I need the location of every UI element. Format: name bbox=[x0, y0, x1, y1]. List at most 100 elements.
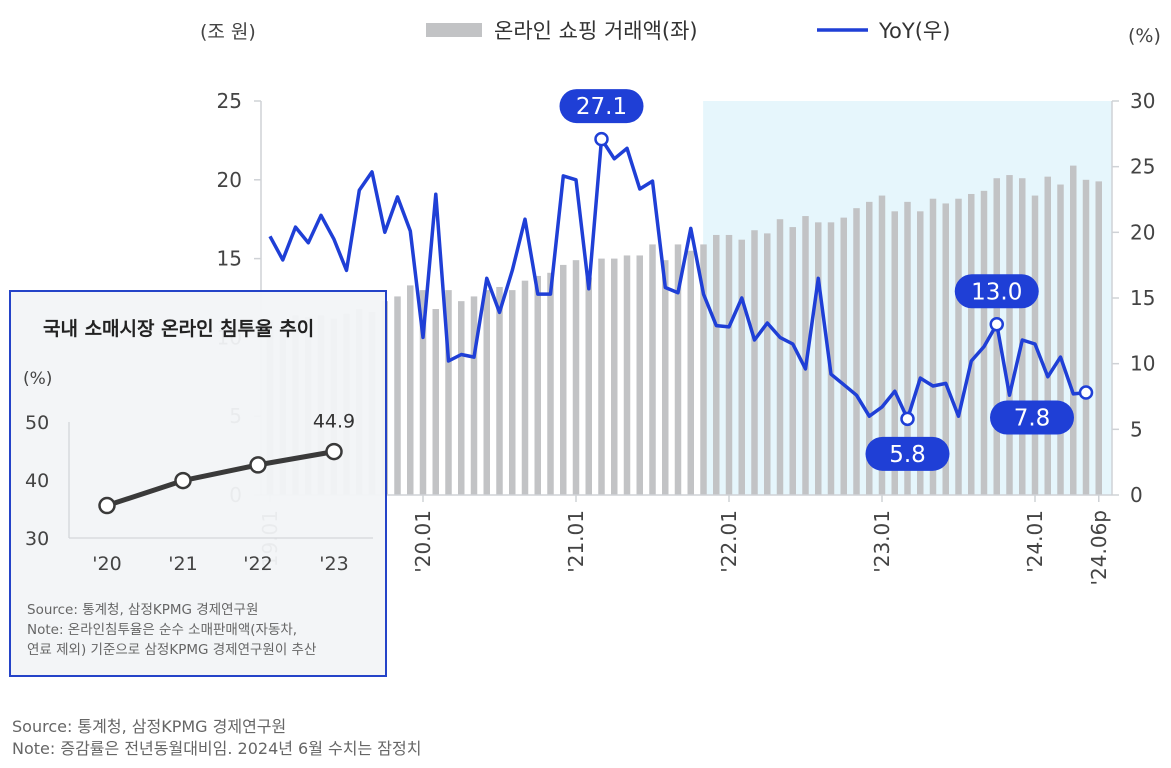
right-tick-label: 5 bbox=[1130, 417, 1143, 441]
yoy-callout-label: 27.1 bbox=[576, 94, 627, 120]
bar-21 bbox=[534, 275, 541, 495]
yoy-callout-box bbox=[559, 89, 644, 124]
inset-point bbox=[98, 496, 116, 515]
inset-point bbox=[325, 442, 343, 461]
bar-65 bbox=[1095, 181, 1102, 495]
bar-37 bbox=[738, 239, 745, 495]
inset-note-line1: Note: 온라인침투율은 순수 소매판매액(자동차, bbox=[27, 622, 298, 638]
bar-33 bbox=[687, 250, 694, 495]
bar-26 bbox=[598, 258, 605, 495]
yoy-callout-point bbox=[989, 317, 1004, 332]
inset-point bbox=[249, 456, 267, 474]
right-tick-label: 20 bbox=[1130, 220, 1155, 244]
bar-51 bbox=[917, 211, 924, 495]
left-tick-label: 15 bbox=[217, 247, 242, 271]
right-tick-label: 15 bbox=[1130, 286, 1155, 310]
bar-34 bbox=[700, 244, 707, 495]
main-chart: (조 원) 온라인 쇼핑 거래액(좌) YoY(우) (%) 0 5 10 15 20 2… bbox=[200, 19, 1161, 585]
bar-35 bbox=[713, 234, 720, 495]
bar-56 bbox=[980, 190, 988, 495]
bar-18 bbox=[496, 286, 503, 495]
bar-39 bbox=[764, 233, 771, 495]
right-axis-unit: (%) bbox=[1128, 25, 1161, 47]
inset-x-tick-label: '23 bbox=[319, 553, 348, 575]
bar-59 bbox=[1019, 178, 1026, 495]
bar-53 bbox=[942, 203, 949, 495]
inset-source: Source: 통계청, 삼정KPMG 경제연구원 bbox=[27, 602, 259, 618]
legend-line-label: YoY(우) bbox=[878, 19, 950, 43]
bar-27 bbox=[611, 258, 618, 495]
bar-25 bbox=[585, 277, 592, 495]
yoy-callout-point bbox=[594, 131, 609, 147]
bar-64 bbox=[1082, 179, 1090, 496]
bar-15 bbox=[458, 301, 465, 495]
yoy-callout-point bbox=[1078, 385, 1094, 400]
x-tick-label: '21.01 bbox=[564, 510, 588, 573]
inset-x-tick-label: '20 bbox=[92, 553, 121, 575]
footer-source: Source: 통계청, 삼정KPMG 경제연구원 bbox=[12, 717, 287, 736]
x-tick-label: '22.01 bbox=[717, 510, 741, 573]
yoy-callout-point bbox=[900, 411, 915, 427]
bar-29 bbox=[636, 255, 643, 495]
legend-bar-swatch bbox=[426, 23, 482, 37]
inset-penetration-panel: 국내 소매시장 온라인 침투율 추이 (%) 30 40 50 '20 '21 '22 '… bbox=[9, 290, 387, 677]
footer: Source: 통계청, 삼정KPMG 경제연구원 Note: 증감률은 전년동… bbox=[12, 716, 421, 760]
bar-47 bbox=[866, 201, 873, 495]
right-tick-label: 30 bbox=[1130, 89, 1155, 113]
bar-46 bbox=[853, 208, 860, 495]
inset-penetration-line bbox=[106, 449, 335, 508]
bar-55 bbox=[968, 193, 975, 495]
bar-38 bbox=[751, 230, 758, 495]
yoy-callout-box bbox=[990, 400, 1074, 435]
bar-57 bbox=[993, 178, 1000, 495]
inset-notes: Source: 통계청, 삼정KPMG 경제연구원 Note: 온라인침투율은 … bbox=[27, 600, 316, 660]
right-tick-label: 10 bbox=[1130, 352, 1155, 376]
x-tick-label: '24.01 bbox=[1023, 510, 1047, 573]
left-tick-label: 25 bbox=[217, 89, 242, 113]
inset-x-tick-label: '22 bbox=[243, 553, 272, 575]
bar-62 bbox=[1057, 184, 1064, 495]
yoy-series-line bbox=[268, 137, 1087, 421]
bar-41 bbox=[789, 227, 796, 495]
yoy-callout-label: 5.8 bbox=[889, 442, 926, 468]
bar-30 bbox=[649, 244, 656, 495]
inset-y-unit: (%) bbox=[23, 369, 52, 389]
inset-chart: (%) 30 40 50 '20 '21 '22 '23 44.9 bbox=[23, 369, 373, 575]
inset-value-label: 44.9 bbox=[313, 411, 355, 433]
bar-14 bbox=[445, 290, 452, 495]
bar-43 bbox=[815, 222, 822, 496]
inset-title: 국내 소매시장 온라인 침투율 추이 bbox=[43, 318, 315, 340]
bar-36 bbox=[725, 234, 733, 495]
bar-17 bbox=[483, 290, 490, 495]
x-tick-label: '24.06p bbox=[1087, 510, 1111, 585]
bar-10 bbox=[394, 296, 401, 495]
bar-32 bbox=[674, 244, 682, 495]
bar-13 bbox=[432, 309, 439, 495]
bar-19 bbox=[509, 290, 516, 495]
right-tick-label: 25 bbox=[1130, 155, 1155, 179]
yoy-callout-label: 13.0 bbox=[971, 279, 1022, 305]
bar-40 bbox=[776, 219, 784, 495]
inset-y-tick-label: 40 bbox=[25, 470, 49, 492]
bar-49 bbox=[891, 211, 898, 495]
bar-20 bbox=[521, 280, 529, 495]
bar-63 bbox=[1070, 165, 1077, 495]
yoy-callout-box bbox=[954, 274, 1039, 309]
inset-x-tick-label: '21 bbox=[168, 553, 197, 575]
bar-52 bbox=[929, 198, 937, 495]
inset-y-tick-label: 50 bbox=[25, 412, 49, 434]
inset-point bbox=[174, 471, 192, 490]
bar-61 bbox=[1044, 176, 1051, 495]
bar-54 bbox=[955, 198, 962, 495]
right-tick-label: 0 bbox=[1130, 483, 1143, 507]
bar-31 bbox=[662, 260, 669, 495]
bar-44 bbox=[827, 222, 835, 496]
x-tick-label: '20.01 bbox=[411, 510, 435, 573]
footer-note: Note: 증감률은 전년동월대비임. 2024년 6월 수치는 잠정치 bbox=[12, 739, 422, 758]
bar-58 bbox=[1006, 175, 1013, 495]
bar-22 bbox=[547, 272, 554, 495]
bar-48 bbox=[878, 195, 886, 495]
bar-16 bbox=[470, 296, 478, 495]
bar-12 bbox=[419, 290, 427, 495]
bar-24 bbox=[572, 260, 580, 495]
